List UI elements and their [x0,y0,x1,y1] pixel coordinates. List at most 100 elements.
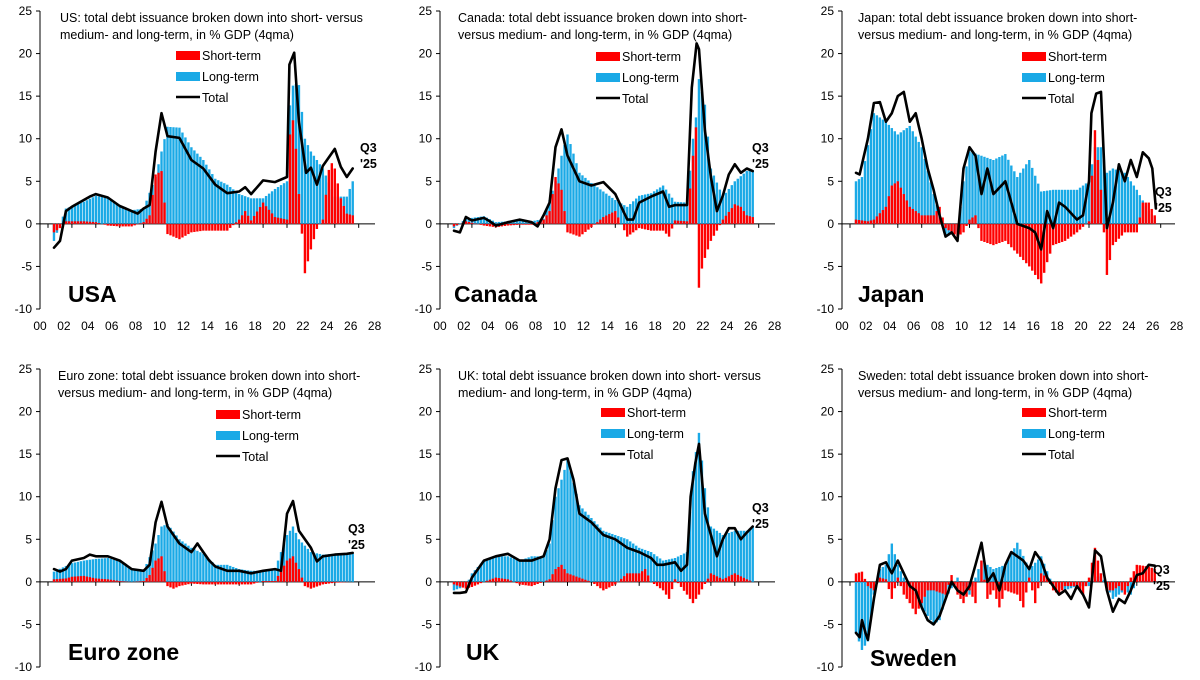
long-term-bar [1088,582,1090,586]
long-term-bar [1028,160,1030,224]
short-term-bar [205,224,207,231]
short-term-bar [897,578,899,582]
short-term-bar [235,582,237,585]
long-term-bar [175,127,177,223]
short-term-bar [864,221,866,224]
short-term-bar [749,581,751,582]
short-term-bar [746,215,748,224]
long-term-bar [605,532,607,582]
short-term-bar [71,221,73,224]
long-term-bar [504,556,506,582]
short-term-bar [1013,224,1015,251]
short-term-bar [1073,224,1075,235]
chart-title: Japan: total debt issuance broken down i… [858,11,1137,25]
legend-long-label: Long-term [1048,71,1105,85]
short-term-bar [95,222,97,224]
long-term-bar [1019,173,1021,224]
short-term-bar [560,565,562,582]
long-term-bar [98,196,100,223]
short-term-bar [530,582,532,586]
short-term-bar [154,174,156,223]
y-tick-label: 20 [419,405,433,419]
short-term-bar [701,582,703,589]
long-term-bar [861,177,863,224]
short-term-bar [1022,224,1024,260]
x-tick-label: 04 [883,319,897,333]
short-term-bar [166,582,168,586]
y-tick-label: 25 [821,362,835,376]
x-tick-label: 28 [768,319,782,333]
short-term-bar [193,582,195,584]
x-tick-label: 20 [1074,319,1088,333]
short-term-bar [187,224,189,234]
legend-short-label: Short-term [1048,50,1107,64]
end-label-quarter: Q3 [348,522,365,536]
short-term-bar [885,207,887,224]
y-tick-label: -5 [21,259,32,273]
short-term-bar [331,582,333,583]
long-term-bar [1004,154,1006,224]
short-term-bar [169,582,171,588]
long-term-bar [98,559,100,582]
x-tick-label: 10 [153,319,167,333]
short-term-bar [953,224,955,235]
short-term-bar [124,224,126,227]
short-term-bar [716,576,718,582]
short-term-bar [59,224,61,228]
short-term-bar [635,573,637,582]
short-term-bar [879,578,881,582]
long-term-bar [304,546,306,582]
chart-title: UK: total debt issuance broken down into… [458,369,761,383]
y-tick-label: 10 [821,490,835,504]
x-tick-label: 26 [1146,319,1160,333]
short-term-bar [521,582,523,585]
short-term-bar [551,194,553,224]
long-term-bar [489,558,491,581]
short-term-bar [232,582,234,585]
short-term-bar [127,224,129,227]
y-tick-label: -10 [817,302,835,316]
x-tick-label: 22 [696,319,710,333]
chart-title: versus medium- and long-term, in % GDP (… [58,386,332,400]
short-term-bar [229,582,231,585]
long-term-bar [569,471,571,581]
long-term-bar [891,544,893,582]
short-term-bar [1148,203,1150,224]
long-term-bar [1130,181,1132,224]
country-label: UK [466,639,500,665]
short-term-bar [187,582,189,584]
short-term-bar [480,582,482,583]
long-term-bar [572,483,574,582]
short-term-bar [241,215,243,224]
chart-title: Euro zone: total debt issuance broken do… [58,369,360,383]
end-label-quarter: Q3 [360,141,377,155]
short-term-bar [1061,582,1063,591]
short-term-bar [217,224,219,231]
short-term-bar [605,582,607,589]
short-term-bar [262,203,264,224]
short-term-bar [495,578,497,582]
short-term-bar [68,221,70,224]
legend-short-swatch [1022,52,1046,61]
long-term-bar [918,142,920,224]
short-term-bar [310,224,312,250]
short-term-bar [722,579,724,582]
short-term-bar [504,579,506,582]
short-term-bar [340,198,342,224]
short-term-bar [737,575,739,582]
short-term-bar [941,582,943,594]
y-tick-label: 5 [827,174,834,188]
short-term-bar [295,149,297,224]
short-term-bar [1019,582,1021,601]
short-term-bar [292,556,294,582]
x-tick-label: 02 [457,319,471,333]
short-term-bar [602,217,604,224]
long-term-bar [301,542,303,581]
short-term-bar [870,582,872,588]
short-term-bar [1028,578,1030,582]
long-term-bar [731,532,733,582]
short-term-bar [480,224,482,225]
long-term-bar [334,554,336,582]
short-term-bar [507,224,509,226]
